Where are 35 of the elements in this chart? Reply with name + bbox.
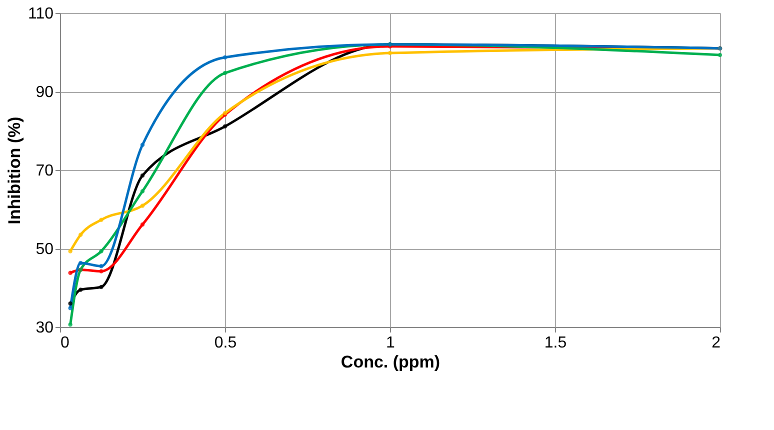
point — [222, 55, 228, 60]
point — [99, 284, 104, 290]
x-tick-label: 1.5 — [544, 334, 567, 352]
point — [388, 50, 392, 56]
point — [68, 306, 72, 310]
x-axis-title: Conc. (ppm) — [340, 352, 440, 372]
point — [78, 260, 83, 266]
point — [140, 173, 145, 178]
y-tick-label: 50 — [36, 241, 54, 258]
point — [140, 189, 145, 194]
y-tick-label: 110 — [28, 6, 54, 22]
x-tick-label: 0.5 — [214, 334, 237, 352]
y-tick-label: 70 — [36, 162, 54, 180]
point — [68, 322, 72, 327]
point — [222, 70, 228, 76]
y-tick-label: 90 — [36, 84, 54, 101]
point — [140, 222, 145, 227]
point — [99, 249, 104, 254]
point — [140, 204, 145, 208]
point — [68, 301, 72, 306]
x-tick-label: 0 — [60, 334, 70, 352]
point — [78, 232, 83, 237]
x-tick-label: 1 — [386, 334, 396, 352]
x-tick-label: 2 — [712, 334, 721, 352]
point — [222, 124, 228, 129]
point — [99, 269, 104, 274]
y-tick-label: 30 — [36, 320, 54, 336]
point — [68, 249, 72, 254]
point — [99, 218, 104, 222]
point — [78, 288, 83, 292]
y-axis-title: Inhibition (%) — [4, 116, 24, 224]
point — [99, 264, 104, 268]
point — [68, 270, 72, 275]
point — [718, 52, 722, 58]
point — [140, 142, 145, 147]
